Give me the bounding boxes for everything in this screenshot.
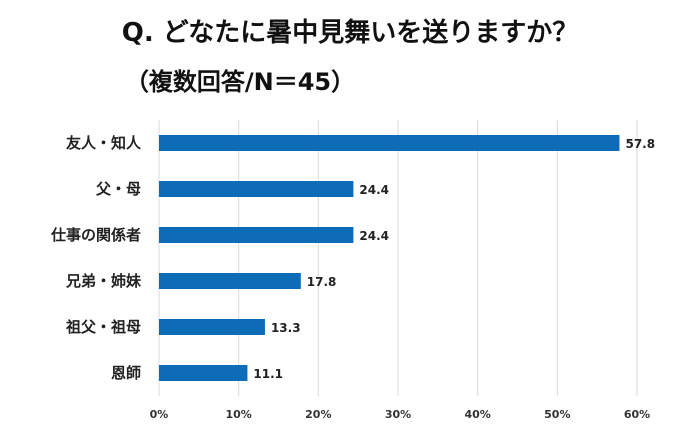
bar xyxy=(159,227,354,243)
category-label: 仕事の関係者 xyxy=(50,226,141,244)
value-label: 13.3 xyxy=(271,321,301,335)
x-tick-label: 60% xyxy=(624,408,650,421)
bar xyxy=(159,365,248,381)
value-label: 17.8 xyxy=(307,275,337,289)
category-label: 父・母 xyxy=(95,180,141,198)
category-label: 友人・知人 xyxy=(66,134,142,152)
category-label: 祖父・祖母 xyxy=(65,318,141,336)
category-label: 兄弟・姉妹 xyxy=(65,272,142,290)
x-tick-label: 20% xyxy=(305,408,331,421)
value-label: 24.4 xyxy=(359,183,389,197)
value-label: 11.1 xyxy=(253,367,283,381)
chart-subtitle: （複数回答/N＝45） xyxy=(124,68,356,96)
value-label: 24.4 xyxy=(359,229,389,243)
bar xyxy=(159,135,620,151)
chart-title: Q. どなたに暑中見舞いを送りますか？ xyxy=(121,18,579,48)
x-tick-label: 30% xyxy=(385,408,411,421)
category-label: 恩師 xyxy=(111,364,141,382)
x-tick-label: 50% xyxy=(544,408,570,421)
x-tick-label: 10% xyxy=(225,408,251,421)
value-label: 57.8 xyxy=(625,137,655,151)
x-tick-label: 40% xyxy=(464,408,490,421)
bar xyxy=(159,273,301,289)
x-tick-label: 0% xyxy=(150,408,169,421)
bar xyxy=(159,319,265,335)
bar xyxy=(159,181,354,197)
